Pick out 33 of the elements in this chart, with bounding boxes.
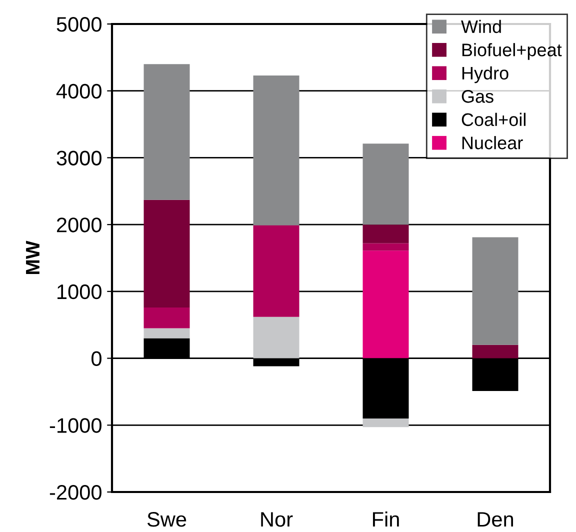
legend-label: Nuclear [462,136,523,150]
y-axis-title: MW [26,240,40,274]
legend-label: Hydro [462,66,508,84]
legend-label: Wind [461,20,501,34]
x-tick-label: Den [478,512,514,527]
y-tick-label: 4000 [56,84,102,99]
bar [144,200,190,308]
bar [362,418,409,428]
y-tick-label: -1000 [50,418,102,433]
bar [362,144,409,225]
y-tick-label: 0 [92,351,102,366]
bar [362,224,409,244]
y-tick-label: 2000 [56,218,102,232]
y-tick-label: 3000 [56,150,102,166]
y-tick-label: 1000 [58,284,102,300]
bar [362,250,409,358]
y-tick-label: 5000 [56,17,102,32]
y-tick-label: -2000 [50,485,102,500]
x-tick-label: Fin [372,511,399,527]
x-tick-label: Swe [147,512,186,527]
bar [144,307,190,328]
bar [362,243,409,251]
legend-label: Coal+oil [462,112,526,126]
bar [144,64,190,200]
legend-label: Biofuel+peat [462,43,562,60]
bar [253,225,300,317]
bar [253,75,300,226]
legend-label: Gas [462,90,494,103]
bar [253,316,300,358]
bar [472,344,518,358]
bar [144,328,190,338]
x-tick-label: Nor [261,512,293,527]
bar [472,237,518,345]
